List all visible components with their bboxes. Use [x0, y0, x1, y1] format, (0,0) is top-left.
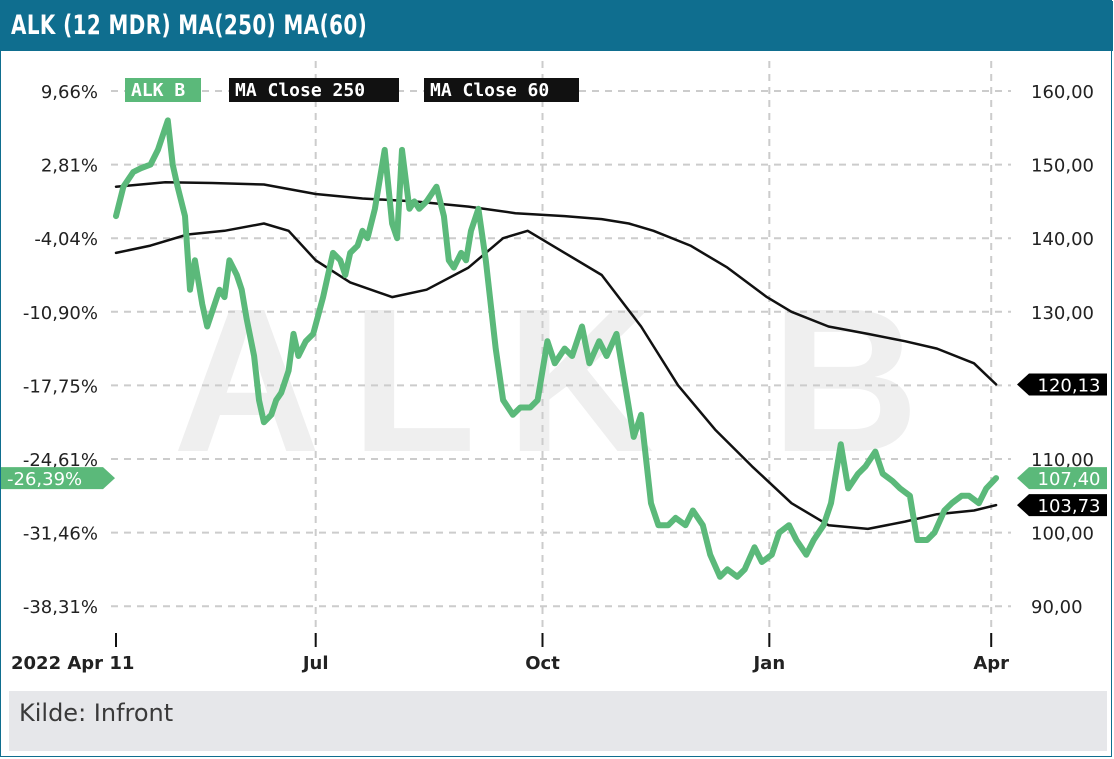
watermark-text: ALK B: [173, 266, 949, 495]
y-left-tick-label: -4,04%: [34, 229, 98, 250]
price-chart: ALK B 160,00 9,66% 150,00 2,81% 140,00 -4,04% 1…: [1, 61, 1107, 674]
y-left-tick-label: -17,75%: [23, 376, 98, 397]
series-line-ma-60: [114, 222, 998, 531]
alk-b-last-pct-text: -26,39%: [7, 469, 82, 490]
ma-60-last-value-shape: [1017, 494, 1107, 517]
series-line-alk-b: [113, 117, 1000, 580]
y-right-tick-label: 100,00: [1031, 524, 1094, 545]
alk-b-last-value: 107,40: [1017, 467, 1107, 490]
y-right-tick-label: 140,00: [1031, 229, 1094, 250]
y-right-tick-label: 130,00: [1031, 303, 1094, 324]
legend-ma-250: MA Close 250: [229, 78, 399, 102]
alk-b-last-pct-shape: [1, 467, 115, 490]
chart-footer: Kilde: Infront: [9, 691, 1107, 751]
x-tick-label: Jul: [301, 653, 329, 674]
y-right-tick-label: 150,00: [1031, 156, 1094, 177]
x-tick-label: 2022 Apr 11: [11, 653, 134, 674]
legend-alk-b: ALK B: [125, 78, 201, 102]
legend-ma-250-label: MA Close 250: [235, 80, 365, 101]
legend-ma-60-label: MA Close 60: [430, 80, 549, 101]
y-left-tick-label: 9,66%: [41, 82, 98, 103]
ma-250-last-value-text: 120,13: [1038, 375, 1101, 396]
y-left-tick-label: -10,90%: [23, 303, 98, 324]
chart-header: ALK (12 MDR) MA(250) MA(60): [1, 1, 1113, 51]
chart-title: ALK (12 MDR) MA(250) MA(60): [11, 10, 368, 41]
alk-b-last-value-text: 107,40: [1038, 469, 1101, 490]
ma-60-last-value: 103,73: [1017, 494, 1107, 517]
legend-ma-60-bg: [424, 78, 579, 102]
x-tick-label: Jan: [751, 653, 785, 674]
y-left-tick-label: 2,81%: [41, 156, 98, 177]
x-tick-label: Apr: [973, 653, 1009, 674]
y-left-tick-label: -24,61%: [23, 450, 98, 471]
y-left-tick-label: -38,31%: [23, 597, 98, 618]
x-tick-label: Oct: [525, 653, 560, 674]
series-line-ma-250: [114, 181, 998, 386]
legend-ma-60: MA Close 60: [424, 78, 579, 102]
legend-ma-250-bg: [229, 78, 399, 102]
y-right-tick-label: 110,00: [1031, 450, 1094, 471]
ma-60-last-value-text: 103,73: [1038, 496, 1101, 517]
alk-b-last-pct: -26,39%: [1, 467, 115, 490]
ma-250-last-value: 120,13: [1017, 373, 1107, 396]
legend-alk-b-label: ALK B: [131, 80, 185, 101]
y-right-tick-label: 160,00: [1031, 82, 1094, 103]
source-label: Kilde: Infront: [19, 699, 174, 727]
ma-250-last-value-shape: [1017, 373, 1107, 396]
legend-alk-b-bg: [125, 78, 201, 102]
y-right-tick-label: 90,00: [1031, 597, 1083, 618]
alk-b-last-value-shape: [1017, 467, 1107, 490]
y-left-tick-label: -31,46%: [23, 524, 98, 545]
